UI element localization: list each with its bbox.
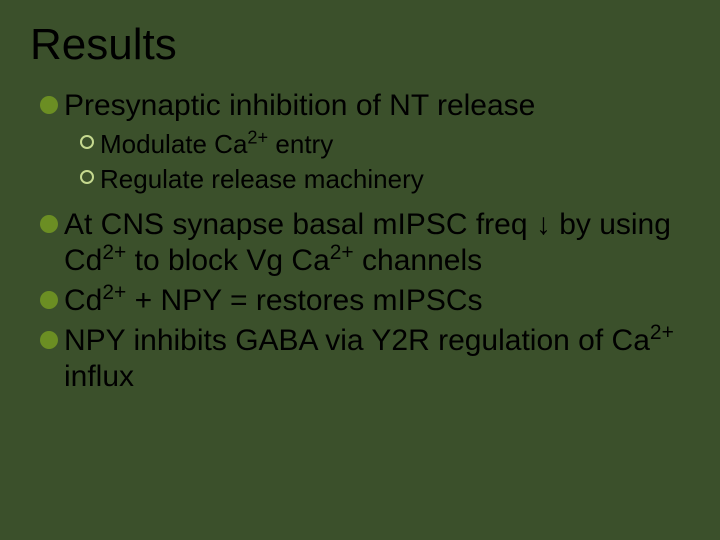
slide: Results Presynaptic inhibition of NT rel… <box>0 0 720 540</box>
bullet-npy-gaba: NPY inhibits GABA via Y2R regulation of … <box>30 323 690 395</box>
bullet-text: Cd2+ + NPY = restores mIPSCs <box>64 283 483 319</box>
subbullet-text: Modulate Ca2+ entry <box>100 128 333 161</box>
bullet-text: NPY inhibits GABA via Y2R regulation of … <box>64 323 690 395</box>
bullet-cns-synapse: At CNS synapse basal mIPSC freq ↓ by usi… <box>30 207 690 279</box>
subbullet-text: Regulate release machinery <box>100 163 424 196</box>
bullet-text: At CNS synapse basal mIPSC freq ↓ by usi… <box>64 207 690 279</box>
slide-title: Results <box>30 20 690 70</box>
bullet-ring-icon <box>80 135 94 149</box>
bullet-ring-icon <box>80 170 94 184</box>
subbullet-modulate: Modulate Ca2+ entry <box>30 128 690 161</box>
subbullet-regulate: Regulate release machinery <box>30 163 690 196</box>
bullet-dot-icon <box>40 331 58 349</box>
bullet-presynaptic: Presynaptic inhibition of NT release <box>30 88 690 124</box>
bullet-text: Presynaptic inhibition of NT release <box>64 88 535 124</box>
bullet-cd-npy: Cd2+ + NPY = restores mIPSCs <box>30 283 690 319</box>
bullet-dot-icon <box>40 96 58 114</box>
bullet-dot-icon <box>40 215 58 233</box>
bullet-dot-icon <box>40 291 58 309</box>
